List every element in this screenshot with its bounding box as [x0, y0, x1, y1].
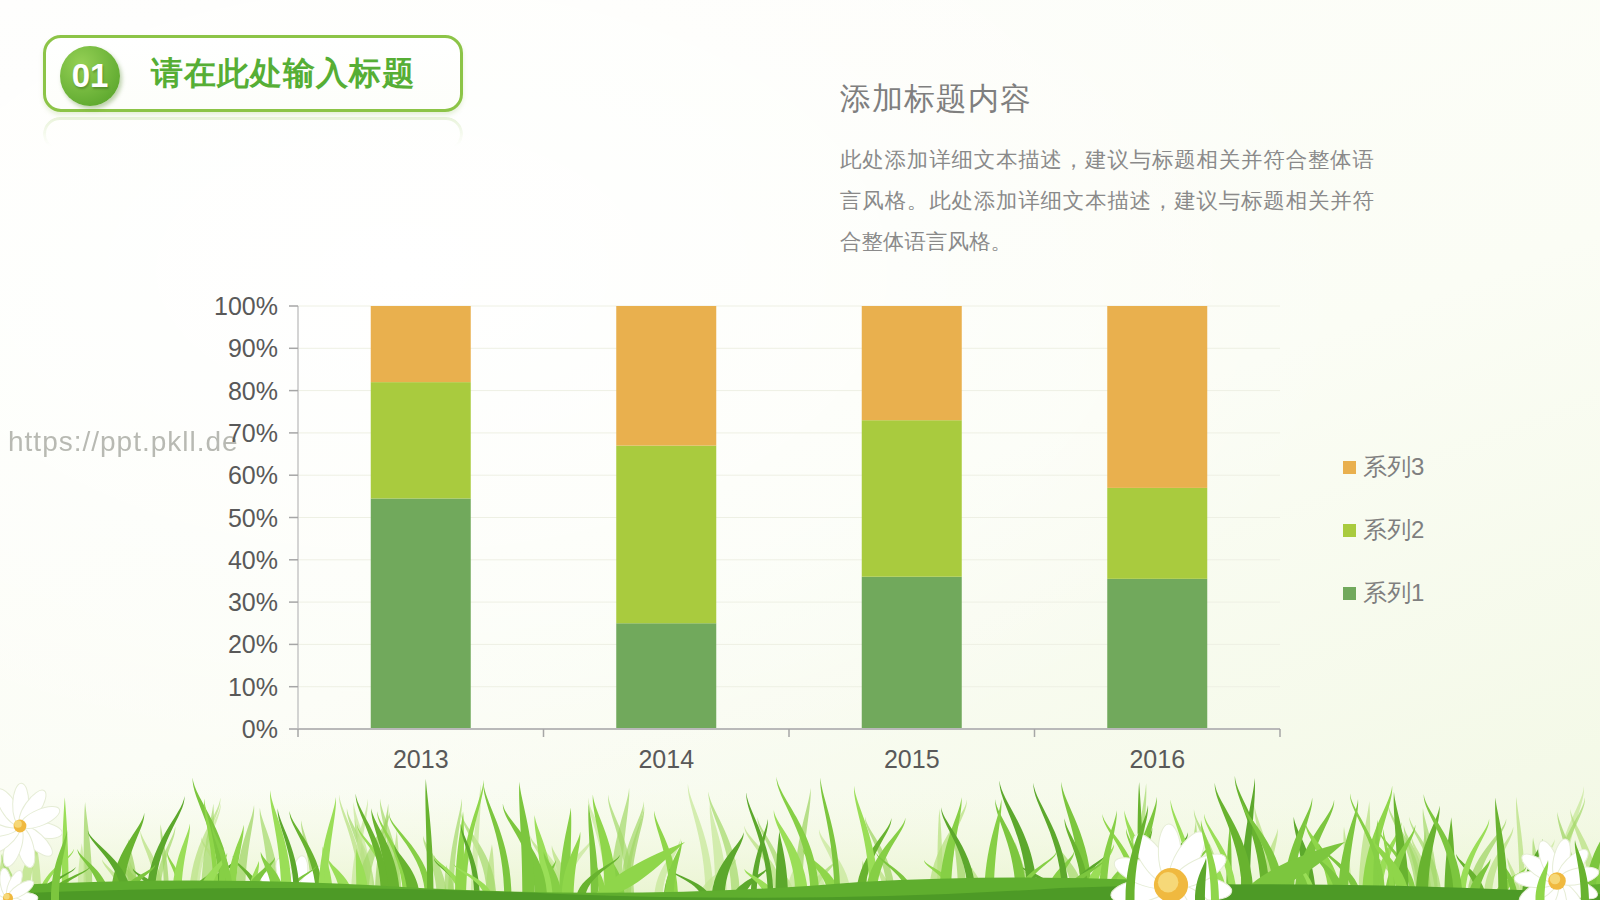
svg-text:70%: 70%	[228, 419, 278, 447]
svg-text:50%: 50%	[228, 504, 278, 532]
section-number-circle: 01	[60, 46, 120, 106]
legend-item: 系列2	[1343, 518, 1424, 542]
stacked-bar-chart: 0%10%20%30%40%50%60%70%80%90%100%2013201…	[0, 280, 1340, 780]
svg-text:10%: 10%	[228, 673, 278, 701]
legend-swatch	[1343, 587, 1356, 600]
section-number: 01	[72, 57, 109, 95]
svg-text:0%: 0%	[242, 715, 278, 743]
legend-item: 系列3	[1343, 455, 1424, 479]
svg-text:20%: 20%	[228, 630, 278, 658]
slide: { "badge": { "number": "01", "title": "请…	[0, 0, 1600, 900]
content-body: 此处添加详细文本描述，建议与标题相关并符合整体语言风格。此处添加详细文本描述，建…	[840, 140, 1374, 263]
svg-text:60%: 60%	[228, 461, 278, 489]
legend-swatch	[1343, 461, 1356, 474]
svg-text:100%: 100%	[214, 292, 278, 320]
svg-text:40%: 40%	[228, 546, 278, 574]
grass-decoration	[0, 748, 1600, 900]
legend-label: 系列2	[1363, 514, 1424, 546]
svg-text:90%: 90%	[228, 334, 278, 362]
badge-reflection	[43, 117, 463, 151]
legend-label: 系列1	[1363, 577, 1424, 609]
chart-legend: 系列3 系列2 系列1	[1343, 455, 1424, 644]
svg-text:30%: 30%	[228, 588, 278, 616]
section-title: 请在此处输入标题	[151, 52, 415, 96]
content-title: 添加标题内容	[840, 78, 1032, 120]
section-badge: 01 请在此处输入标题	[43, 35, 463, 112]
svg-text:80%: 80%	[228, 377, 278, 405]
legend-swatch	[1343, 524, 1356, 537]
legend-item: 系列1	[1343, 581, 1424, 605]
legend-label: 系列3	[1363, 451, 1424, 483]
